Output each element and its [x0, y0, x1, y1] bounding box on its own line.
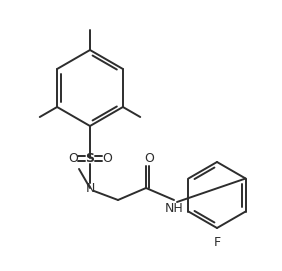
Text: NH: NH — [165, 202, 183, 215]
Text: F: F — [213, 235, 221, 249]
Text: O: O — [102, 151, 112, 164]
Text: S: S — [85, 151, 94, 164]
Text: O: O — [144, 151, 154, 164]
Text: O: O — [68, 151, 78, 164]
Text: N: N — [85, 182, 95, 195]
